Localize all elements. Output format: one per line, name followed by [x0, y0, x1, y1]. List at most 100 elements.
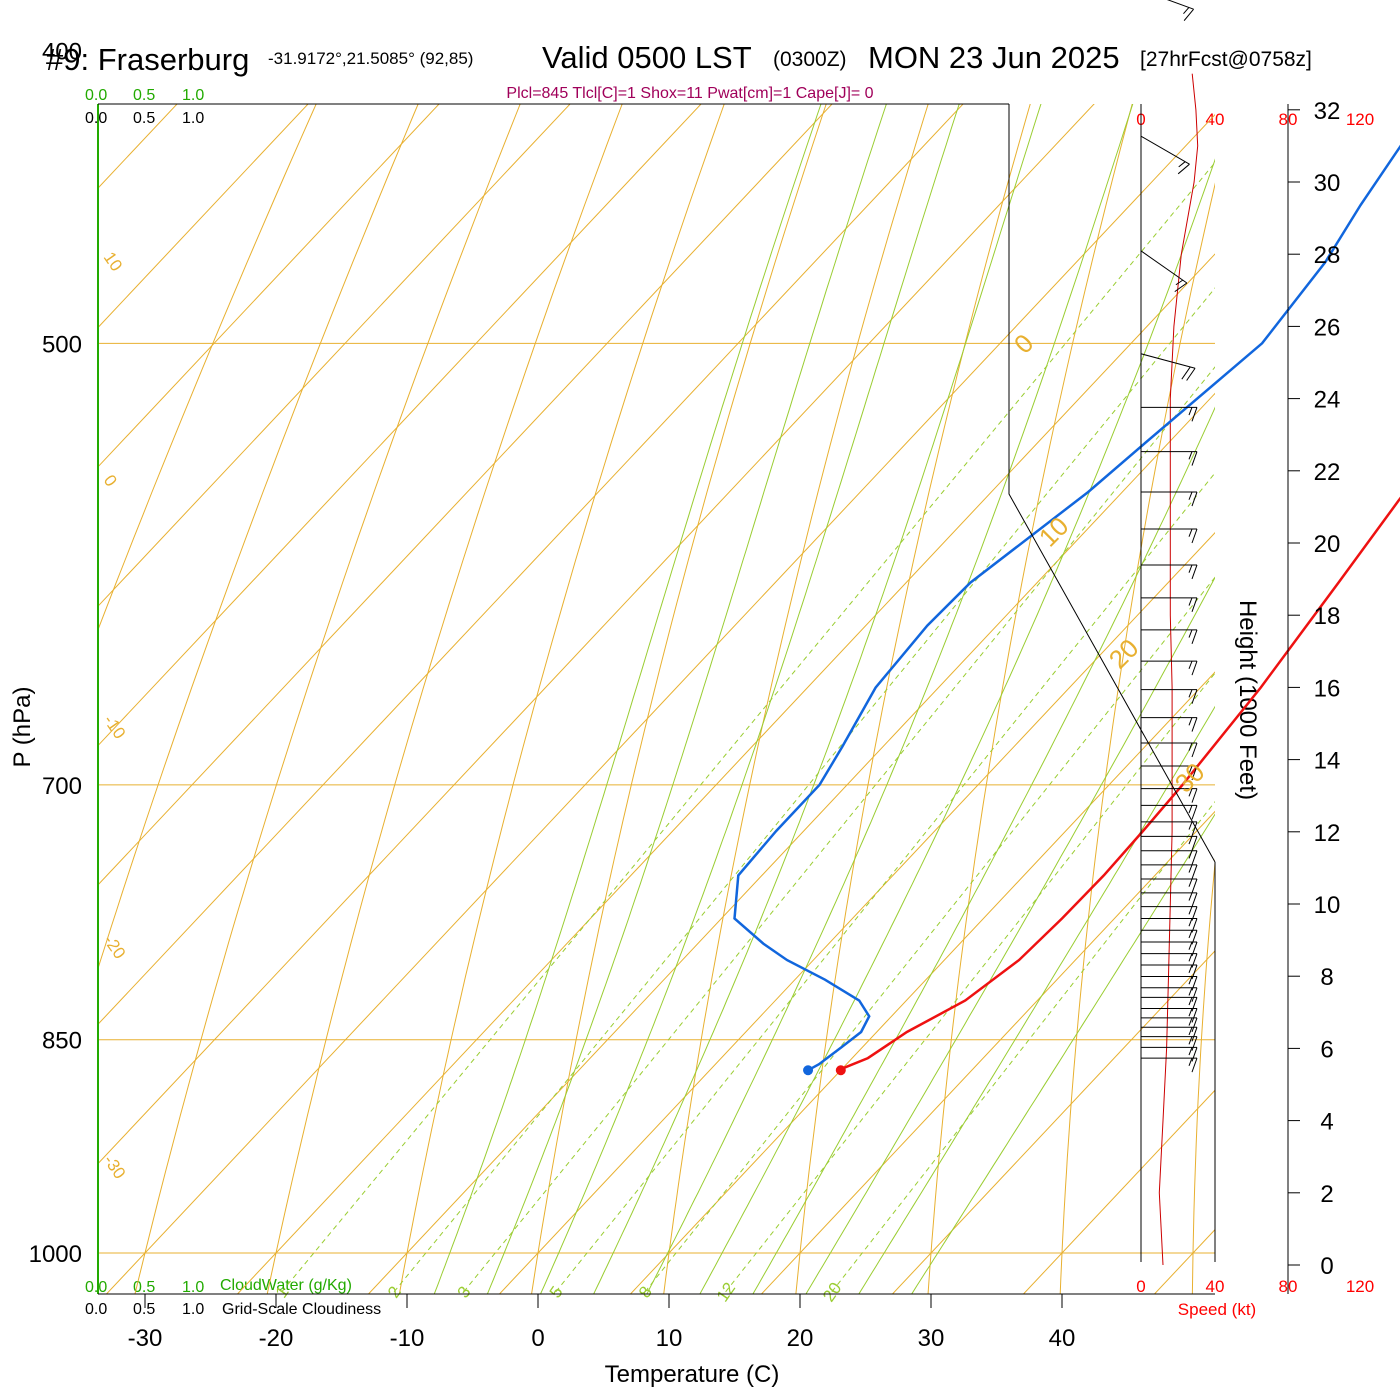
valid-date: MON 23 Jun 2025 [868, 40, 1120, 75]
dry-adiabat [266, 104, 623, 1294]
isotherm-line [98, 104, 309, 329]
wind-barb [1141, 1007, 1198, 1023]
isotherm-line [98, 104, 702, 747]
sounding-params: Plcl=845 Tlcl[C]=1 Shox=11 Pwat[cm]=1 Ca… [506, 85, 873, 102]
wind-barb-flag [1191, 1008, 1198, 1023]
wind-barb [1141, 892, 1198, 907]
mixing-ratio-label-6: 20 [819, 1279, 845, 1305]
wind-barb [1166, 0, 1195, 21]
isotherm-label-left-4: -30 [100, 1151, 130, 1182]
height-tick-label: 22 [1314, 459, 1341, 486]
height-tick-label: 26 [1314, 314, 1341, 341]
wind-barb [1141, 835, 1198, 851]
mixing-ratio-label-2: 3 [454, 1283, 475, 1302]
height-tick-label: 20 [1314, 531, 1341, 558]
wind-barb-halfflag [1188, 953, 1193, 962]
wind-barb-halfflag [1188, 906, 1193, 915]
x-tick-label: 30 [918, 1325, 945, 1352]
wind-barb-flag [1191, 451, 1198, 466]
wind-barb-halfflag [1188, 765, 1193, 774]
wind-barb-flag [1191, 821, 1198, 837]
wind-barb-halfflag [1188, 1027, 1193, 1036]
mixing-ratio-label-4: 8 [635, 1283, 656, 1302]
wind-barb [1141, 406, 1198, 422]
wind-barb-flag [1191, 1017, 1198, 1033]
wind-barb [1141, 742, 1198, 758]
wind-barb-flag [1191, 850, 1198, 865]
height-tick-label: 8 [1320, 964, 1333, 991]
surface-dewpoint-marker [803, 1065, 814, 1076]
wind-barb-halfflag [1188, 491, 1193, 500]
wind-barb-flag [1191, 407, 1198, 422]
y-tick-label: 700 [42, 773, 82, 800]
cloudwater-tick-0: 0.0 [85, 87, 107, 104]
wind-barb-flag [1181, 366, 1191, 380]
speed-label: Speed (kt) [1178, 1300, 1256, 1319]
cloudiness-tick-0: 0.0 [85, 110, 107, 127]
wind-barb [1141, 941, 1198, 957]
wind-barb-flag [1191, 629, 1198, 645]
wind-barb-halfflag [1188, 892, 1193, 901]
wind-barb [1141, 1046, 1198, 1062]
wind-barb [1141, 804, 1198, 820]
wind-barb-halfflag [1188, 742, 1193, 751]
isotherm-line [1022, 1089, 1215, 1294]
diagram-background-lines [98, 104, 1215, 1294]
valid-zulu: (0300Z) [773, 48, 847, 71]
wind-barb-halfflag [1188, 918, 1193, 927]
isotherm-line [629, 671, 1215, 1294]
wind-barb [1141, 765, 1198, 781]
wind-barb-flag [1186, 367, 1196, 381]
cloudwater-tick-1: 0.5 [133, 87, 155, 104]
wind-barb [1141, 564, 1198, 580]
wind-barb-staff [1140, 353, 1196, 369]
mixing-ratio-label-1: 2 [384, 1283, 405, 1302]
wind-barb-flag [1177, 163, 1190, 175]
isotherm-line [98, 104, 571, 607]
y-tick-label: 400 [42, 38, 82, 65]
height-tick-label: 6 [1320, 1036, 1333, 1063]
mixing-ratio-line [393, 287, 1215, 1293]
dry-adiabat [663, 104, 929, 1294]
cloudiness-tick-2: 1.0 [182, 110, 204, 127]
wind-barb-flag [1191, 906, 1198, 921]
wind-barb-flag [1191, 765, 1198, 781]
wind-barb-halfflag [1175, 279, 1184, 286]
cloudwater-bottom-tick-0: 0.0 [85, 1279, 107, 1296]
isotherm-line [105, 113, 1215, 1294]
moist-adiabat [805, 576, 1215, 1294]
isotherm-line [236, 253, 1215, 1294]
moist-adiabat [539, 104, 960, 1294]
cloudwater-bottom-tick-1: 0.5 [133, 1279, 155, 1296]
isotherm-label-right-2: 20 [1103, 633, 1145, 675]
right-frame-line [1008, 104, 1216, 863]
wind-barb-flag [1191, 941, 1198, 957]
dewpoint-trace [733, 144, 1400, 1072]
wind-barb-flag [1191, 976, 1198, 991]
wind-barb-flag [1191, 1036, 1198, 1051]
cloudiness-tick-1: 0.5 [133, 110, 155, 127]
wind-barb-flag [1191, 660, 1198, 676]
wind-barb-flag [1191, 788, 1198, 803]
mixing-ratio-label-3: 5 [546, 1283, 567, 1302]
x-tick-label: 40 [1049, 1325, 1076, 1352]
wind-barb-flag [1191, 528, 1198, 544]
wind-barb-flag [1191, 930, 1198, 945]
isotherm-line [367, 392, 1215, 1294]
valid-time: Valid 0500 LST [542, 40, 752, 75]
mixing-ratio-line [555, 472, 1215, 1293]
wind-barb [1140, 250, 1188, 293]
isotherm-label-left-2: -10 [100, 711, 130, 742]
wind-barb-flag [1191, 717, 1198, 732]
height-tick-label: 30 [1314, 170, 1341, 197]
moist-adiabat [593, 104, 1042, 1294]
moist-adiabat [858, 705, 1215, 1294]
wind-barb-halfflag [1188, 964, 1193, 973]
mixing-ratio-line [831, 800, 1215, 1293]
wind-barb-halfflag [1188, 1057, 1193, 1066]
wind-barb-halfflag [1188, 930, 1193, 939]
wind-barb-halfflag [1188, 805, 1193, 814]
wind-barb-halfflag [1188, 1008, 1193, 1017]
wind-barb [1141, 906, 1198, 921]
